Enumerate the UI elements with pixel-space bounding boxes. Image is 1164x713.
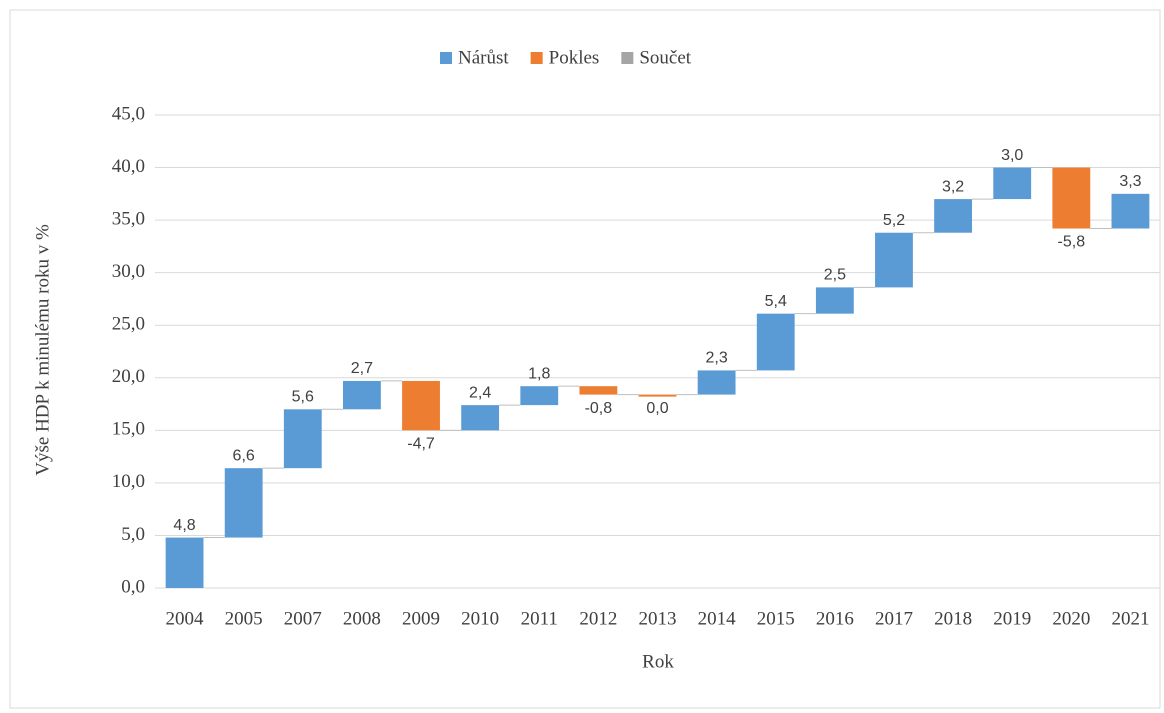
data-label: 5,6 — [292, 389, 314, 406]
data-label: 3,3 — [1119, 173, 1141, 190]
bar — [638, 394, 677, 397]
data-label: 2,3 — [705, 350, 727, 367]
bar — [165, 537, 204, 588]
legend-label: Součet — [639, 47, 691, 68]
bar — [815, 287, 854, 314]
y-tick-label: 40,0 — [112, 156, 145, 177]
data-label: 2,5 — [824, 267, 846, 284]
x-tick-label: 2007 — [284, 608, 322, 629]
bar — [875, 232, 913, 288]
data-label: 2,7 — [351, 360, 373, 377]
x-tick-label: 2014 — [698, 608, 737, 629]
x-tick-label: 2020 — [1052, 608, 1090, 629]
y-tick-label: 15,0 — [112, 419, 145, 440]
x-tick-label: 2019 — [993, 608, 1031, 629]
data-label: -0,8 — [585, 400, 613, 417]
data-label: 6,6 — [233, 447, 255, 464]
y-tick-label: 5,0 — [121, 524, 145, 545]
bar — [697, 370, 736, 395]
legend-swatch — [621, 52, 634, 64]
legend-label: Nárůst — [458, 47, 509, 68]
bar — [993, 167, 1032, 200]
bar — [283, 409, 322, 469]
x-tick-label: 2016 — [816, 608, 854, 629]
y-tick-label: 0,0 — [121, 576, 145, 597]
data-label: 0,0 — [646, 400, 668, 417]
data-label: 5,4 — [765, 293, 787, 310]
y-tick-label: 35,0 — [112, 208, 145, 229]
y-tick-label: 20,0 — [112, 366, 145, 387]
data-label: 3,0 — [1001, 147, 1023, 164]
y-axis-label: Výše HDP k minulému roku v % — [32, 224, 53, 476]
bar — [461, 405, 500, 431]
data-label: -4,7 — [407, 436, 435, 453]
x-tick-label: 2015 — [757, 608, 795, 629]
x-tick-label: 2011 — [521, 608, 558, 629]
legend-label: Pokles — [549, 47, 600, 68]
bar — [520, 386, 559, 406]
x-tick-label: 2005 — [225, 608, 263, 629]
x-tick-label: 2009 — [402, 608, 440, 629]
y-tick-label: 10,0 — [112, 471, 145, 492]
y-tick-label: 25,0 — [112, 314, 145, 335]
data-label: 3,2 — [942, 178, 964, 195]
bar — [579, 386, 618, 395]
legend-swatch — [440, 52, 452, 64]
x-tick-label: 2021 — [1111, 608, 1149, 629]
legend-swatch — [530, 52, 543, 64]
bar — [756, 313, 795, 371]
x-tick-label: 2012 — [579, 608, 617, 629]
x-tick-label: 2013 — [639, 608, 677, 629]
data-label: 4,8 — [173, 517, 195, 534]
chart-border — [9, 9, 1161, 709]
data-label: 5,2 — [883, 212, 905, 229]
y-tick-label: 30,0 — [112, 261, 145, 282]
x-tick-label: 2018 — [934, 608, 972, 629]
y-tick-label: 45,0 — [112, 103, 145, 124]
x-tick-label: 2017 — [875, 608, 913, 629]
data-label: 2,4 — [469, 384, 491, 401]
data-label: 1,8 — [528, 365, 550, 382]
data-label: -5,8 — [1058, 234, 1086, 251]
bar — [342, 380, 381, 410]
bar — [402, 380, 440, 431]
bar — [1052, 167, 1091, 229]
x-tick-label: 2004 — [166, 608, 205, 629]
bar — [224, 468, 263, 538]
bar — [934, 199, 973, 233]
x-tick-label: 2010 — [461, 608, 499, 629]
bar — [1111, 193, 1150, 229]
x-tick-label: 2008 — [343, 608, 381, 629]
x-axis-label: Rok — [642, 651, 674, 672]
